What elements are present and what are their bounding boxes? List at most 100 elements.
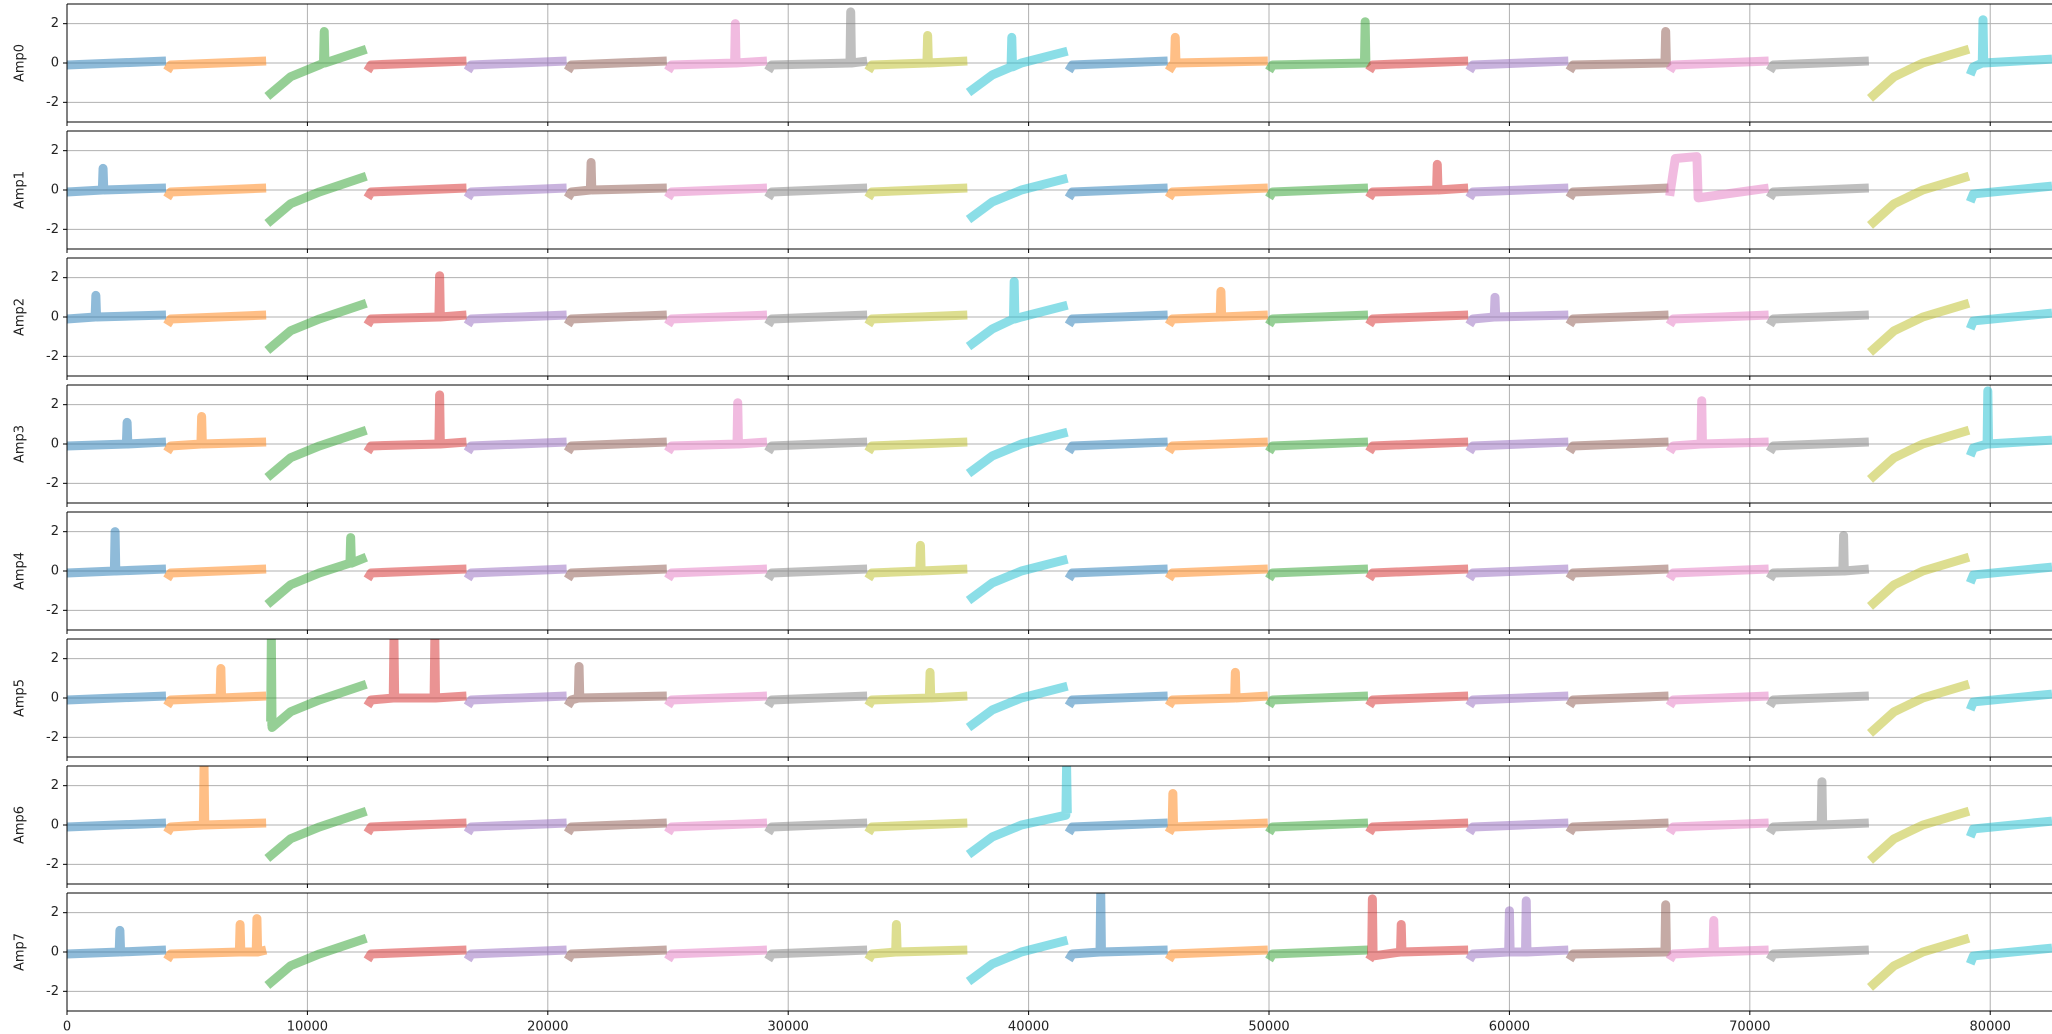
y-tick-label: 2 (51, 651, 59, 666)
x-tick-label: 20000 (527, 1020, 568, 1034)
signal-line (1867, 425, 1971, 483)
x-tick-label: 80000 (1970, 1020, 2011, 1034)
y-axis-label: Amp2 (13, 298, 28, 336)
signal-line (1265, 818, 1369, 836)
signal-line (463, 564, 567, 582)
signal-line (1064, 893, 1168, 963)
signal-line (1265, 310, 1369, 328)
signal-line (1766, 777, 1870, 836)
signal-line (1966, 943, 2052, 966)
y-tick-label: 0 (51, 945, 59, 960)
signal-line (664, 691, 768, 709)
signal-line (1265, 564, 1369, 582)
y-tick-label: -2 (46, 222, 59, 237)
signal-line (664, 310, 768, 328)
signal-line (764, 310, 868, 328)
signal-line (1966, 816, 2052, 839)
y-tick-label: -2 (46, 349, 59, 364)
signal-line (67, 163, 167, 197)
series-group (67, 386, 2052, 483)
signal-line (764, 818, 868, 836)
signal-line (1064, 56, 1168, 74)
signal-line (1164, 667, 1269, 709)
signal-line (664, 945, 768, 963)
signal-line (463, 310, 567, 328)
signal-line (463, 691, 567, 709)
signal-line (163, 914, 268, 963)
signal-line (1365, 437, 1469, 455)
signal-line (1867, 171, 1971, 229)
signal-line (864, 919, 968, 963)
y-tick-label: 2 (51, 524, 59, 539)
signal-line (264, 806, 368, 862)
signal-line (363, 271, 467, 328)
signal-line (1665, 818, 1769, 836)
signal-line (1867, 552, 1971, 610)
signal-line (1966, 386, 2052, 458)
y-axis-label: Amp7 (13, 933, 28, 971)
signal-line (563, 945, 667, 963)
signal-line (965, 554, 1069, 605)
signal-line (363, 945, 467, 963)
y-tick-label: 2 (51, 397, 59, 412)
y-axis-label: Amp0 (13, 44, 28, 82)
y-tick-label: 0 (51, 437, 59, 452)
signal-line (463, 183, 567, 201)
signal-line (764, 183, 868, 201)
signal-line (67, 691, 167, 705)
signal-line (1766, 56, 1869, 74)
signal-line (1867, 806, 1971, 864)
y-tick-label: -2 (46, 857, 59, 872)
subplot: -2 0 2 Amp0 (13, 3, 2052, 126)
subplot: -2 0 2 0 10000 20000 30000 40000 50000 60000 70000… (13, 892, 2052, 1034)
signal-line (965, 681, 1069, 732)
signal-line (67, 417, 167, 451)
signal-line (1665, 691, 1769, 709)
signal-line (1064, 691, 1168, 709)
signal-line (363, 56, 467, 74)
signal-line (67, 925, 167, 959)
signal-line (163, 56, 267, 74)
signal-line (664, 398, 768, 455)
signal-line (266, 639, 368, 732)
signal-line (563, 310, 667, 328)
signal-line (1164, 789, 1268, 836)
signal-line (1465, 896, 1569, 963)
signal-line (1365, 159, 1469, 201)
subplot: -2 0 2 Amp5 (13, 638, 2052, 761)
signal-line (1766, 691, 1869, 709)
signal-line (1766, 945, 1869, 963)
signal-line (1465, 56, 1569, 74)
signal-line (463, 437, 567, 455)
signal-line (1966, 689, 2052, 712)
signal-line (1164, 32, 1268, 74)
signal-line (1064, 818, 1168, 836)
signal-line (1365, 691, 1469, 709)
signal-line (563, 56, 667, 74)
signal-line (1064, 183, 1168, 201)
signal-line (563, 818, 667, 836)
signal-line (1465, 183, 1569, 201)
signal-line (1565, 818, 1669, 836)
signal-line (264, 533, 368, 608)
signal-line (163, 411, 267, 455)
y-tick-label: 0 (51, 56, 59, 71)
signal-line (1265, 945, 1369, 963)
signal-line (1265, 437, 1369, 455)
signal-line (463, 818, 567, 836)
signal-line (1465, 564, 1569, 582)
signal-line (1465, 292, 1569, 328)
y-tick-label: -2 (46, 95, 59, 110)
signal-line (1365, 310, 1469, 328)
y-tick-label: 0 (51, 564, 59, 579)
x-tick-label: 30000 (768, 1020, 809, 1034)
signal-line (1966, 562, 2052, 585)
subplot: -2 0 2 Amp2 (13, 257, 2052, 380)
signal-line (67, 818, 167, 832)
signal-line (1365, 564, 1469, 582)
signal-line (1365, 818, 1469, 836)
signal-line (563, 437, 667, 455)
signal-line (563, 157, 667, 201)
signal-line (363, 818, 467, 836)
